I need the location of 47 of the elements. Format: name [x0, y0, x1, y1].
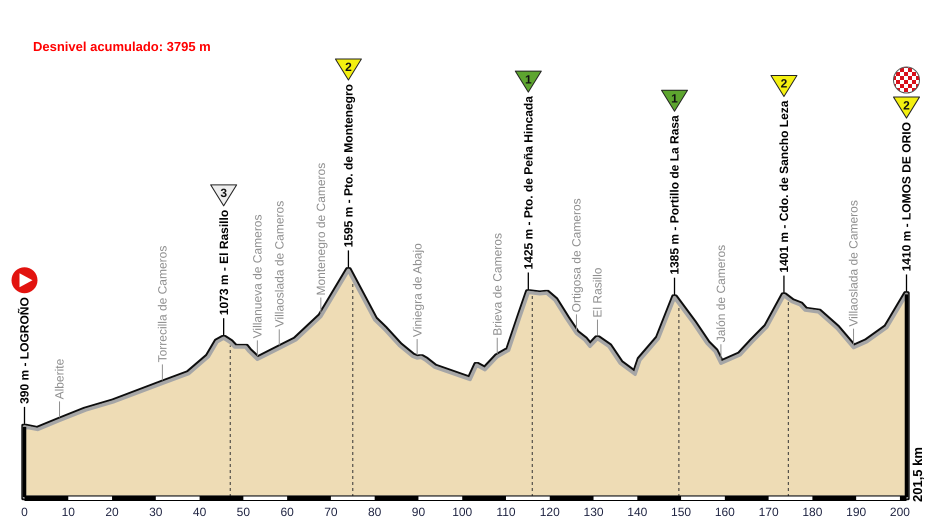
x-tick-label: 60 [280, 505, 294, 519]
text: 2 [345, 60, 352, 74]
annotation: Brieva de Cameros [490, 233, 504, 336]
annotation: El Rasillo [590, 267, 605, 318]
text: 2 [903, 98, 910, 112]
x-tick-label: 190 [846, 505, 866, 519]
chart-title: Desnivel acumulado: 3795 m [33, 39, 211, 54]
x-tick-label: 200 [890, 505, 910, 519]
x-tick-label: 30 [149, 505, 163, 519]
x-tick-label: 180 [802, 505, 823, 519]
x-tick-label: 170 [758, 505, 779, 519]
annotation: Villanueva de Cameros [250, 214, 265, 338]
data-label: 390 m - LOGROÑO [18, 297, 32, 404]
annotation: Montenegro de Cameros [314, 162, 328, 296]
annotation: Villaoslada de Cameros [846, 200, 861, 327]
annotation: Viniegra de Abajo [410, 242, 424, 338]
x-tick-label: 70 [324, 505, 338, 519]
x-tick-label: 20 [105, 505, 120, 519]
text: 1 [671, 91, 678, 106]
annotation: Ortigosa de Cameros [570, 198, 584, 312]
x-tick-label: 150 [671, 505, 692, 519]
text: 201,5 km [910, 447, 926, 502]
data-label: 1595 m - Pto. de Montenegro [342, 84, 356, 248]
x-tick-label: 140 [627, 505, 648, 519]
x-tick-label: 110 [496, 505, 516, 519]
x-tick-label: 40 [192, 505, 207, 519]
data-label: 1410 m - LOMOS DE ORIO [900, 122, 914, 272]
data-label: 1073 m - El Rasillo [216, 210, 231, 316]
annotation: Jalón de Cameros [714, 244, 728, 342]
x-tick-label: 160 [714, 505, 736, 519]
x-tick-label: 0 [21, 505, 28, 519]
text: 1 [524, 72, 532, 86]
text: 2 [780, 76, 788, 91]
data-label: 1425 m - Pto. de Peña Hincada [522, 96, 536, 270]
x-tick-label: 10 [62, 505, 76, 519]
annotation: Villaoslada de Cameros [272, 200, 286, 328]
x-tick-label: 90 [412, 505, 426, 519]
x-tick-label: 130 [584, 505, 604, 519]
data-label: 1401 m - Cdo. de Sancho Leza [777, 100, 792, 273]
x-tick-label: 50 [236, 505, 250, 519]
x-tick-label: 120 [540, 505, 560, 519]
x-tick-label: 80 [368, 505, 382, 519]
x-tick-label: 100 [452, 505, 473, 519]
text: 3 [220, 186, 228, 200]
data-label: 1385 m - Portillo de La Rasa [668, 114, 682, 275]
annotation: Alberite [52, 358, 67, 400]
annotation: Torrecilla de Cameros [156, 246, 170, 362]
